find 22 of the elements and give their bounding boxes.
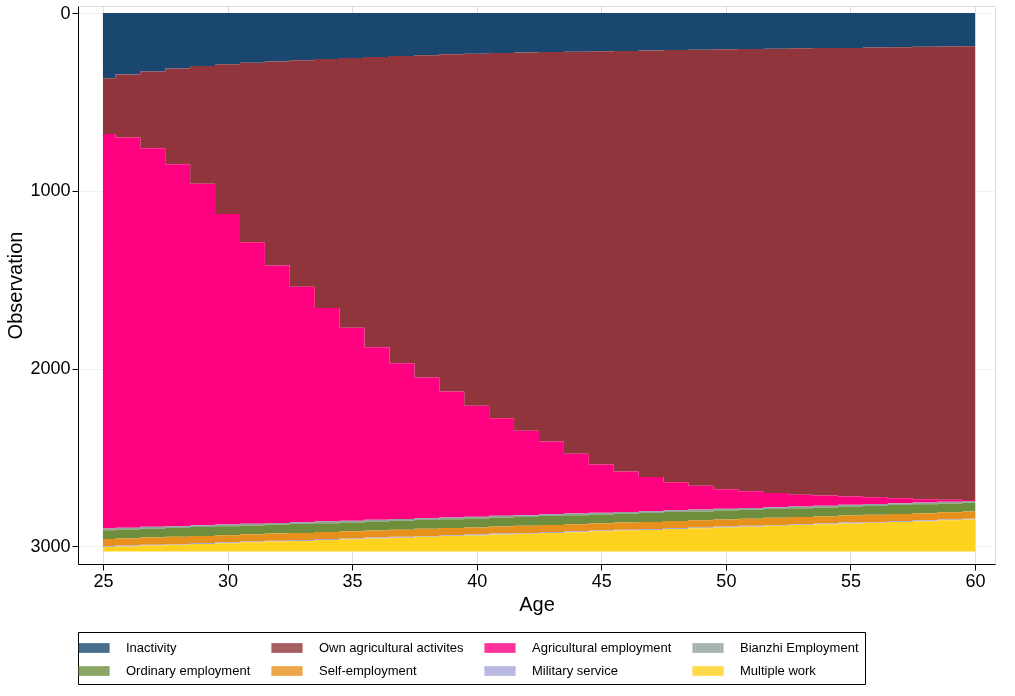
y-tick-label: 3000 bbox=[30, 535, 71, 556]
y-axis-title: Observation bbox=[4, 231, 27, 340]
x-axis-title: Age bbox=[519, 592, 555, 615]
x-tick-label: 50 bbox=[716, 570, 737, 591]
legend-label: Ordinary employment bbox=[126, 663, 251, 678]
legend-label: Inactivity bbox=[126, 640, 178, 655]
x-tick-label: 30 bbox=[218, 570, 239, 591]
y-tick-label: 0 bbox=[60, 2, 71, 23]
x-tick-label: 25 bbox=[93, 570, 114, 591]
x-tick-label: 45 bbox=[591, 570, 612, 591]
y-tick-label: 2000 bbox=[30, 358, 71, 379]
y-tick-label: 1000 bbox=[30, 180, 71, 201]
legend-label: Agricultural employment bbox=[532, 640, 672, 655]
x-tick-label: 55 bbox=[840, 570, 861, 591]
x-tick-label: 35 bbox=[342, 570, 363, 591]
legend-label: Military service bbox=[532, 663, 618, 678]
legend-label: Self-employment bbox=[319, 663, 417, 678]
legend-label: Own agricultural activites bbox=[319, 640, 464, 655]
legend-label: Multiple work bbox=[740, 663, 817, 678]
legend-label: Bianzhi Employment bbox=[740, 640, 859, 655]
x-tick-label: 40 bbox=[467, 570, 488, 591]
x-tick-label: 60 bbox=[965, 570, 986, 591]
